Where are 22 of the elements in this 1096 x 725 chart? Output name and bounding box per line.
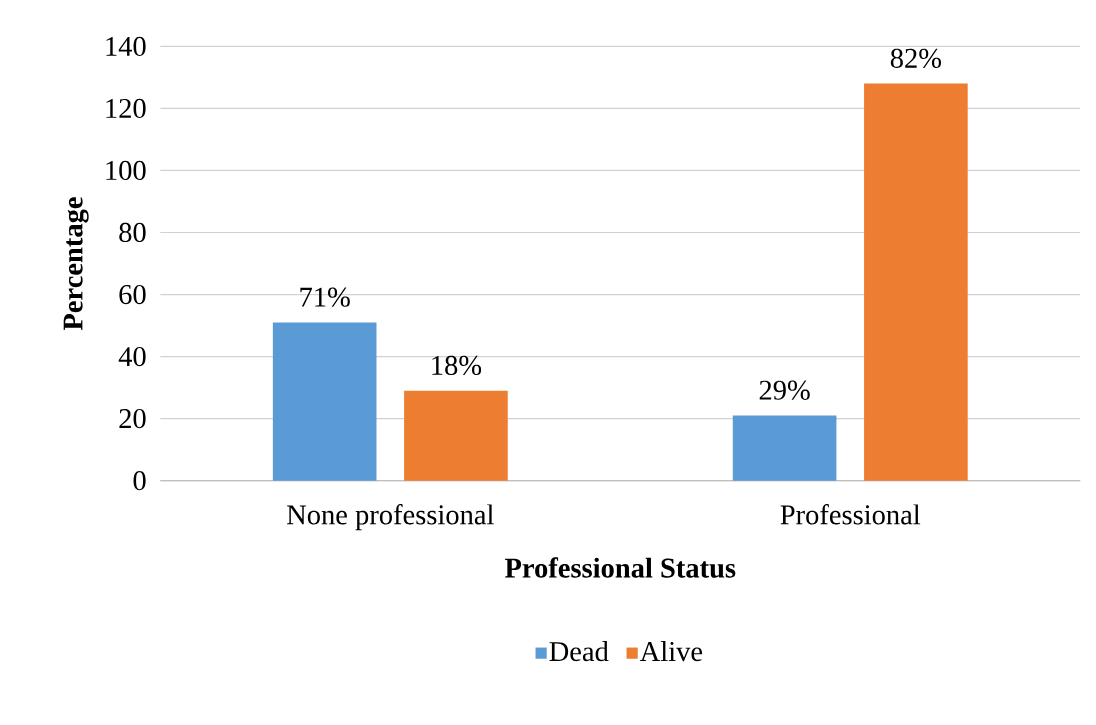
y-axis-title: Percentage (63, 197, 89, 330)
y-tick-label: 0 (133, 470, 146, 491)
annotation: 71% (300, 287, 350, 307)
x-axis-title: Professional Status (504, 557, 736, 578)
annotation: 18% (432, 355, 482, 375)
x-tick-label: None professional (286, 503, 494, 531)
bar (272, 322, 377, 481)
bar (404, 390, 508, 481)
y-tick-label: 60 (119, 284, 146, 304)
y-tick-label: 120 (106, 98, 146, 118)
annotation: 29% (759, 380, 810, 400)
legend-label: Dead (549, 640, 609, 661)
legend-label: Alive (639, 640, 703, 661)
y-tick-label: 80 (119, 222, 146, 242)
y-tick-label: 140 (106, 36, 146, 56)
bar (864, 83, 968, 481)
bar (732, 415, 837, 481)
annotation: 82% (890, 48, 942, 68)
y-tick-label: 40 (118, 346, 146, 366)
y-tick-label: 20 (119, 408, 146, 429)
y-tick-label: 100 (106, 160, 146, 180)
x-tick-label: Professional (780, 503, 921, 525)
